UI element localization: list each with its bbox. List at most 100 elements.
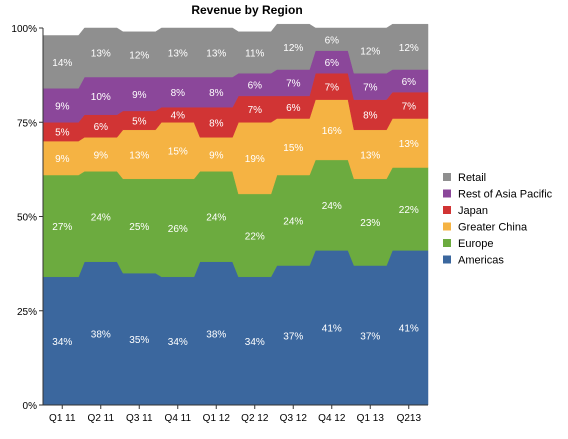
legend-label: Retail [458,172,486,184]
data-label-rest-of-asia-pacific: 7% [286,79,301,90]
data-label-europe: 22% [245,231,265,242]
data-label-greater-china: 15% [168,147,188,158]
data-label-greater-china: 9% [94,150,109,161]
data-label-retail: 13% [91,49,111,60]
data-label-japan: 4% [171,111,186,122]
legend-label: Europe [458,238,493,250]
legend-item-americas: Americas [443,255,504,267]
legend-label: Japan [458,205,488,217]
data-label-europe: 24% [283,216,303,227]
area-americas [42,250,429,406]
data-label-americas: 34% [245,337,265,348]
x-tick-label: Q3 12 [280,413,308,424]
legend-swatch [443,222,451,231]
data-label-greater-china: 9% [55,154,70,165]
data-label-retail: 12% [283,43,303,54]
legend-item-retail: Retail [443,172,486,184]
data-label-retail: 12% [129,50,149,61]
data-label-americas: 35% [129,335,149,346]
x-axis: Q1 11 Q2 11 Q3 11 Q4 11 Q1 12 Q2 12 Q3 12 Q4 12… [43,404,428,424]
data-label-retail: 14% [52,58,72,69]
data-label-rest-of-asia-pacific: 10% [91,92,111,103]
data-label-greater-china: 19% [245,154,265,165]
data-label-retail: 13% [168,49,188,60]
data-label-rest-of-asia-pacific: 8% [209,88,224,99]
data-label-japan: 7% [325,82,340,93]
data-label-europe: 23% [360,218,380,229]
data-label-americas: 41% [322,324,342,335]
x-tick-label: Q1 12 [203,413,231,424]
data-label-japan: 6% [286,103,301,114]
x-tick-label: Q1 11 [49,413,76,424]
legend-item-greater-china: Greater China [443,222,528,234]
data-label-europe: 26% [168,224,188,235]
x-tick-label: Q2 11 [88,413,115,424]
data-label-rest-of-asia-pacific: 6% [402,77,417,88]
data-label-greater-china: 9% [209,150,224,161]
x-tick-label: Q4 12 [318,413,346,424]
y-tick-label: 0% [23,401,38,412]
data-label-greater-china: 15% [283,143,303,154]
data-label-japan: 7% [248,105,263,116]
data-label-rest-of-asia-pacific: 6% [325,58,340,69]
data-label-japan: 5% [132,116,147,127]
data-label-retail: 6% [325,35,340,46]
data-label-rest-of-asia-pacific: 8% [171,88,186,99]
x-tick-label: Q4 11 [165,413,192,424]
data-label-rest-of-asia-pacific: 6% [248,81,263,92]
data-label-retail: 11% [245,49,264,60]
area-retail [42,23,429,89]
data-label-americas: 37% [283,331,303,342]
legend: Retail Rest of Asia Pacific Japan Greater C… [443,172,553,267]
data-label-greater-china: 13% [360,150,380,161]
data-label-americas: 38% [206,329,226,340]
x-tick-label: Q1 13 [357,413,385,424]
data-label-japan: 5% [55,128,70,139]
chart-title: Revenue by Region [191,3,302,17]
legend-item-japan: Japan [443,205,488,217]
y-tick-label: 100% [11,24,37,35]
legend-swatch [443,255,451,264]
y-tick-label: 50% [17,213,37,224]
data-label-rest-of-asia-pacific: 9% [132,90,147,101]
data-label-americas: 38% [91,329,111,340]
data-label-americas: 41% [399,324,419,335]
data-label-japan: 8% [363,111,378,122]
legend-swatch [443,206,451,214]
data-label-retail: 12% [360,47,380,58]
data-label-japan: 7% [402,101,417,112]
data-label-americas: 34% [52,337,72,348]
data-label-japan: 6% [94,122,109,133]
y-tick-label: 25% [17,307,37,318]
data-label-rest-of-asia-pacific: 7% [363,82,378,93]
x-tick-label: Q3 11 [126,413,153,424]
data-label-japan: 8% [209,118,224,129]
legend-swatch [443,239,451,247]
legend-item-europe: Europe [443,238,493,250]
data-label-europe: 25% [129,222,149,233]
data-label-rest-of-asia-pacific: 9% [55,101,70,112]
legend-item-rest-of-asia-pacific: Rest of Asia Pacific [443,189,553,201]
y-tick-label: 75% [17,118,37,129]
data-label-greater-china: 13% [399,139,419,150]
data-label-europe: 24% [91,213,111,224]
legend-label: Americas [458,255,504,267]
plot-area: 34% 38% 35% 34% 38% 34% 37% 41% 37% 41% 27% 24% 25% 2… [42,23,429,406]
legend-label: Greater China [458,222,528,234]
data-label-europe: 22% [399,205,419,216]
data-label-europe: 24% [206,213,226,224]
data-label-europe: 27% [52,222,72,233]
data-label-europe: 24% [322,201,342,212]
data-label-retail: 13% [206,49,226,60]
x-tick-label: Q2 12 [241,413,269,424]
legend-swatch [443,173,451,181]
legend-label: Rest of Asia Pacific [458,189,553,201]
data-label-greater-china: 16% [322,126,342,137]
data-label-retail: 12% [399,43,419,54]
data-label-americas: 34% [168,337,188,348]
y-axis: 0% 25% 50% 75% 100% [11,24,44,412]
data-label-americas: 37% [360,331,380,342]
data-label-greater-china: 13% [129,150,149,161]
legend-swatch [443,189,451,198]
